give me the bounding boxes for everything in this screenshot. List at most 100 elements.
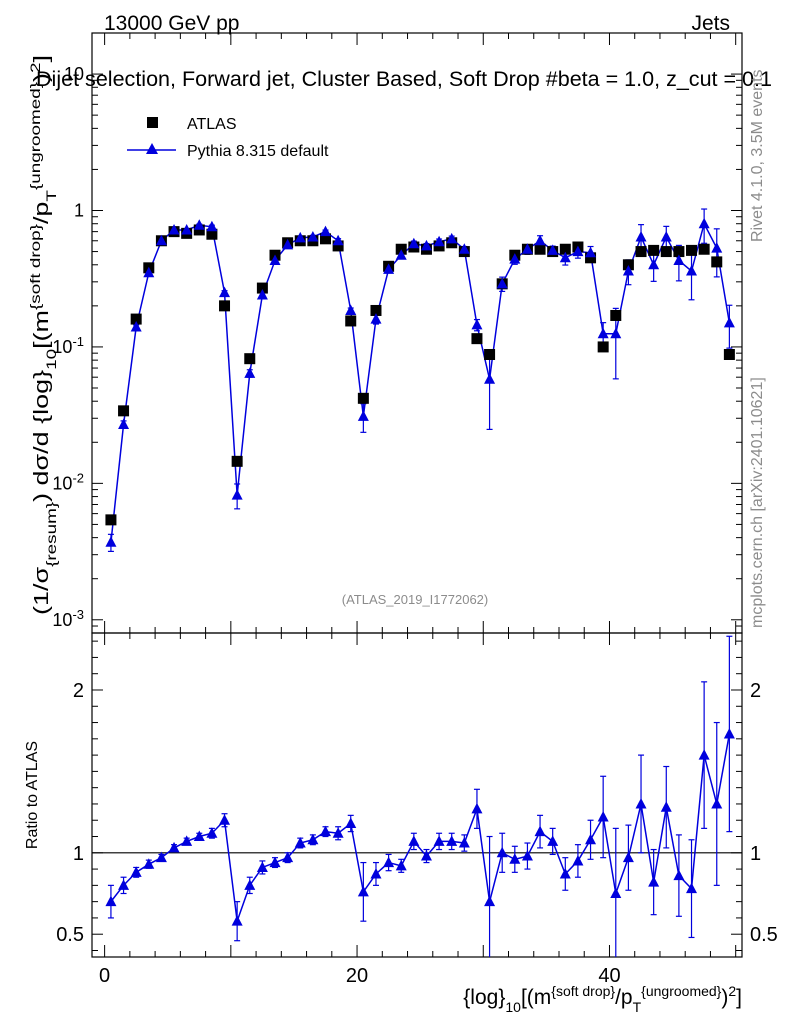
ratio-point bbox=[547, 835, 559, 846]
rivet-label: Rivet 4.1.0, 3.5M events bbox=[749, 69, 766, 242]
pythia-data-point bbox=[408, 237, 420, 249]
atlas-data-point bbox=[370, 304, 382, 316]
atlas-data-point bbox=[130, 313, 142, 325]
pythia-data-point bbox=[282, 238, 294, 250]
pythia-data-point bbox=[484, 373, 496, 384]
main-y-tick-label: 10-2 bbox=[52, 470, 84, 494]
ratio-plot-frame bbox=[91, 632, 743, 958]
ratio-point bbox=[420, 850, 432, 861]
x-tick-label: 0 bbox=[99, 965, 110, 987]
main-y-tick-label: 1 bbox=[74, 200, 84, 220]
pythia-data-point bbox=[446, 232, 458, 244]
ratio-point bbox=[395, 859, 407, 871]
atlas-data-point bbox=[193, 224, 205, 236]
atlas-data-point bbox=[332, 240, 344, 252]
ratio-point bbox=[597, 810, 609, 822]
pythia-data-point bbox=[698, 217, 710, 229]
ratio-y-tick-label: 1 bbox=[73, 843, 84, 865]
svg-text:{log}10[(m{soft drop}/pT{ungro: {log}10[(m{soft drop}/pT{ungroomed})2] bbox=[463, 983, 742, 1015]
mcplots-label: mcplots.cern.ch [arXiv:2401.10621] bbox=[749, 377, 766, 628]
pythia-data-point bbox=[559, 251, 571, 263]
pythia-data-point bbox=[547, 244, 559, 255]
legend-mc-marker bbox=[146, 143, 158, 154]
atlas-data-point bbox=[357, 392, 369, 404]
pythia-data-point bbox=[231, 489, 243, 500]
atlas-data-point bbox=[231, 455, 243, 467]
ratio-point bbox=[206, 827, 218, 838]
ratio-axes bbox=[92, 633, 742, 957]
atlas-data-point bbox=[698, 243, 710, 255]
legend-mc-label: Pythia 8.315 default bbox=[187, 143, 329, 160]
ratio-y-tick-label-right: 2 bbox=[750, 680, 761, 702]
pythia-data-point bbox=[686, 265, 698, 276]
pythia-data-point bbox=[395, 249, 407, 260]
pythia-data-point bbox=[193, 219, 205, 230]
ratio-point bbox=[559, 867, 571, 879]
ratio-point bbox=[484, 895, 496, 907]
ratio-tick-labels: 0.5 0.51 12 20 20 40 bbox=[56, 680, 778, 987]
atlas-data-point bbox=[219, 300, 231, 312]
ratio-point bbox=[585, 833, 597, 845]
legend: ATLAS Pythia 8.315 default bbox=[127, 116, 329, 160]
ratio-point bbox=[408, 835, 420, 846]
pythia-data-point bbox=[610, 327, 622, 339]
atlas-data-point bbox=[471, 333, 483, 345]
ratio-point bbox=[471, 802, 483, 814]
analysis-id: (ATLAS_2019_I1772062) bbox=[342, 592, 488, 607]
ratio-point bbox=[244, 879, 256, 890]
ratio-point bbox=[572, 854, 584, 866]
ratio-point bbox=[509, 853, 521, 864]
ratio-point bbox=[433, 835, 445, 846]
ratio-point bbox=[357, 885, 369, 897]
pythia-data-point bbox=[370, 313, 382, 324]
pythia-data-point bbox=[711, 242, 723, 253]
atlas-data-point bbox=[711, 256, 723, 268]
pythia-data-point bbox=[673, 254, 685, 266]
ratio-point bbox=[155, 851, 167, 863]
pythia-data-point bbox=[635, 230, 647, 242]
ratio-point bbox=[219, 814, 231, 825]
ratio-point bbox=[648, 876, 660, 887]
atlas-data-point bbox=[610, 309, 622, 321]
pythia-data-point bbox=[143, 266, 155, 278]
pythia-data-point bbox=[648, 258, 660, 270]
pythia-data-point bbox=[420, 239, 432, 251]
x-tick-label: 40 bbox=[598, 965, 620, 987]
ratio-point bbox=[143, 858, 155, 869]
pythia-data-point bbox=[332, 234, 344, 246]
ratio-point bbox=[496, 846, 508, 858]
atlas-data-point bbox=[118, 405, 130, 417]
atlas-data-point bbox=[484, 348, 496, 360]
pythia-data-point bbox=[585, 246, 597, 258]
legend-data-marker bbox=[147, 117, 158, 128]
atlas-data-point bbox=[534, 243, 546, 255]
ratio-point bbox=[698, 749, 710, 760]
x-tick-label: 20 bbox=[346, 965, 368, 987]
atlas-data-point bbox=[319, 233, 331, 245]
pythia-data-point bbox=[130, 320, 142, 332]
pythia-data-point bbox=[383, 263, 395, 274]
pythia-data-point bbox=[244, 367, 256, 378]
pythia-data-point bbox=[155, 234, 167, 246]
ratio-point bbox=[294, 837, 306, 848]
main-axes bbox=[92, 32, 742, 634]
ratio-y-label: Ratio to ATLAS bbox=[24, 741, 41, 849]
ratio-point bbox=[711, 797, 723, 809]
pythia-data-point bbox=[357, 410, 369, 421]
atlas-data-point bbox=[660, 246, 672, 258]
pythia-data-point bbox=[597, 327, 609, 339]
pythia-data-point bbox=[319, 225, 331, 237]
atlas-data-point bbox=[585, 252, 597, 264]
energy-label: 13000 GeV pp bbox=[104, 12, 239, 35]
pythia-data-point bbox=[660, 230, 672, 242]
pythia-data-point bbox=[269, 254, 281, 266]
ratio-point bbox=[370, 867, 382, 879]
pythia-data-point bbox=[118, 418, 130, 430]
atlas-data-point bbox=[686, 244, 698, 256]
pythia-data-point bbox=[509, 253, 521, 264]
ratio-point bbox=[168, 841, 180, 853]
ratio-point bbox=[446, 835, 458, 846]
main-y-tick-label: 10-3 bbox=[52, 606, 84, 630]
pythia-data-point bbox=[572, 245, 584, 257]
